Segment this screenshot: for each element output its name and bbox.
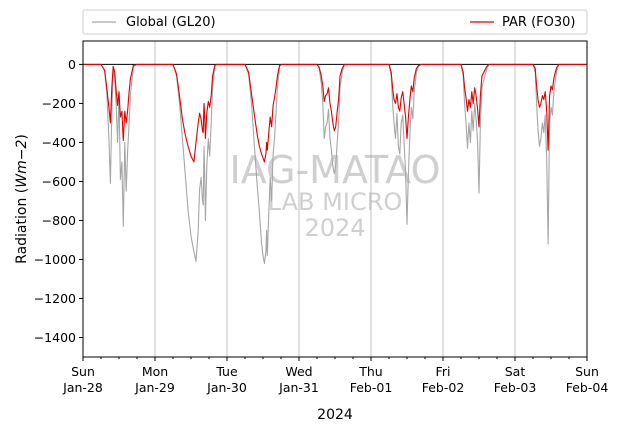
y-tick-label: −400 <box>42 135 76 150</box>
y-tick-label: −1000 <box>34 252 76 267</box>
y-tick-label: 0 <box>68 57 76 72</box>
x-axis-title: 2024 <box>317 407 353 423</box>
x-tick-label-day: Sun <box>575 364 599 379</box>
series-line-global <box>83 63 587 264</box>
y-tick-label: −1400 <box>34 330 76 345</box>
x-tick-label-date: Feb-01 <box>350 380 393 395</box>
x-tick-label-date: Jan-31 <box>278 380 319 395</box>
series-line-par <box>83 63 587 163</box>
x-tick-label-date: Jan-30 <box>206 380 247 395</box>
x-tick-label-day: Wed <box>285 364 312 379</box>
x-tick-label-day: Sun <box>71 364 95 379</box>
y-axis-title-main: Radiation ( <box>14 188 30 264</box>
y-tick-label: −800 <box>42 213 76 228</box>
y-axis-title-unit: Wm−2 <box>14 140 30 188</box>
y-tick-label: −200 <box>42 96 76 111</box>
watermark-line-2: LAB MICRO <box>268 188 403 216</box>
legend: Global (GL20) PAR (FO30) <box>82 9 588 35</box>
x-tick-label-day: Tue <box>215 364 238 379</box>
series-layer <box>83 63 587 264</box>
y-tick-label: −600 <box>42 174 76 189</box>
x-grid <box>154 41 516 357</box>
x-tick-label-day: Thu <box>358 364 382 379</box>
watermark-line-3: 2024 <box>304 214 365 242</box>
x-axis: SunJan-28MonJan-29TueJan-30WedJan-31ThuF… <box>62 357 608 395</box>
x-tick-label-day: Sat <box>505 364 526 379</box>
legend-label-global: Global (GL20) <box>126 15 216 30</box>
y-tick-label: −1200 <box>34 291 76 306</box>
x-tick-label-day: Fri <box>436 364 451 379</box>
x-tick-label-date: Jan-28 <box>62 380 103 395</box>
y-axis-title-close: ) <box>14 134 30 139</box>
x-tick-label-date: Feb-04 <box>566 380 609 395</box>
x-tick-label-date: Feb-02 <box>422 380 465 395</box>
y-axis-title: Radiation (Wm−2) <box>14 134 30 264</box>
x-tick-label-date: Jan-29 <box>134 380 175 395</box>
x-tick-label-day: Mon <box>142 364 168 379</box>
y-axis: 0 −200 −400 −600 −800 −1000 −1200 −1400 <box>34 57 83 345</box>
x-tick-label-date: Feb-03 <box>494 380 537 395</box>
legend-label-par: PAR (FO30) <box>502 15 575 30</box>
